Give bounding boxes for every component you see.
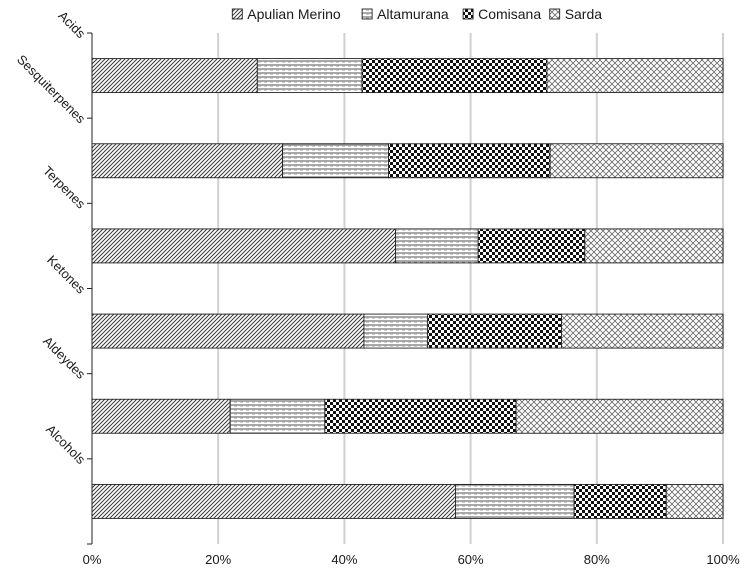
bar-segment [256,58,363,94]
x-tick-label: 20% [205,552,231,567]
bar-segment [665,483,724,519]
category-label: Aldeydes [40,333,89,382]
bar-segment [395,228,479,264]
bar-segment [91,143,284,179]
bar-segment [91,228,396,264]
bar-segment [91,398,231,434]
bar-segment [324,398,517,434]
category-label: Sesquiterpenes [14,52,89,127]
x-tick-label: 40% [331,552,357,567]
legend-label: Apulian Merino [247,6,341,22]
bar-segment [427,313,562,349]
legend-label: Altamurana [377,6,449,22]
category-label: Alcohols [43,422,89,468]
bar-segment [546,58,724,94]
legend-swatch [231,8,243,20]
bar-segment [561,313,724,349]
legend-swatch [549,8,561,20]
bar-segment [229,398,326,434]
x-tick-label: 0% [83,552,102,567]
bar-segment [388,143,551,179]
legend-swatch [361,8,373,20]
x-tick-label: 80% [584,552,610,567]
bar-segment [477,228,586,264]
bar-segment [91,58,258,94]
legend-label: Comisana [478,6,541,22]
bar-segment [282,143,390,179]
bar-segment [363,313,429,349]
bar-segment [584,228,724,264]
bar-segment [573,483,667,519]
bar-segment [515,398,724,434]
category-label: Ketones [44,252,89,297]
bar-segment [91,483,456,519]
legend-label: Sarda [565,6,603,22]
bar-segment [361,58,548,94]
x-tick-label: 100% [706,552,740,567]
bar-segment [549,143,724,179]
bar-segment [91,313,365,349]
bar-segment [455,483,575,519]
x-tick-label: 60% [458,552,484,567]
legend-swatch [462,8,474,20]
category-label: Terpenes [40,163,89,212]
category-label: Acids [55,8,88,41]
